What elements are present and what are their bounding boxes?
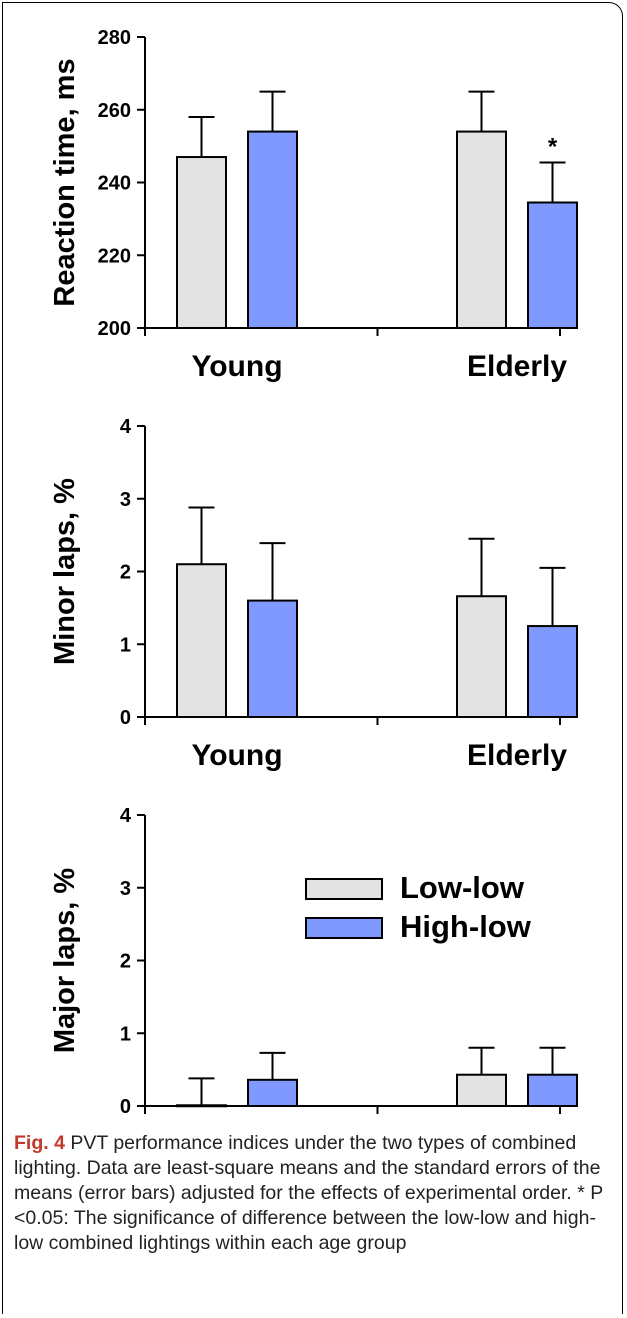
legend-swatch xyxy=(305,878,383,900)
bar-low-low-elderly xyxy=(456,130,507,329)
bar-high-low-young xyxy=(247,130,298,329)
y-tick-label: 280 xyxy=(98,27,131,49)
x-category-label: Young xyxy=(191,1128,282,1130)
bar-low-low-elderly xyxy=(456,1073,507,1108)
y-axis-title: Major laps, % xyxy=(49,868,81,1054)
legend-label: High-low xyxy=(400,909,532,944)
x-category-label: Elderly xyxy=(467,1128,567,1130)
y-tick-label: 0 xyxy=(120,707,131,729)
legend-label: Low-low xyxy=(400,870,525,905)
y-tick-label: 1 xyxy=(120,634,131,656)
bar-low-low-young xyxy=(176,156,227,329)
figure-caption: Fig. 4 PVT performance indices under the… xyxy=(14,1131,614,1256)
y-tick-label: 4 xyxy=(120,805,132,827)
bar-high-low-elderly xyxy=(527,201,578,330)
y-axis-title: Reaction time, ms xyxy=(49,58,81,306)
y-tick-label: 0 xyxy=(120,1096,131,1118)
x-category-label: Young xyxy=(191,739,282,772)
y-tick-label: 220 xyxy=(98,245,131,267)
bar-high-low-young xyxy=(247,1078,298,1108)
bar-low-low-young xyxy=(176,563,227,718)
y-axis-title: Minor laps, % xyxy=(49,478,81,665)
x-category-label: Young xyxy=(191,350,282,383)
y-tick-label: 3 xyxy=(120,489,131,511)
caption-text: PVT performance indices under the two ty… xyxy=(14,1132,603,1254)
x-category-label: Elderly xyxy=(467,350,567,383)
y-tick-label: 2 xyxy=(120,562,131,584)
caption-label: Fig. 4 xyxy=(14,1132,65,1154)
y-tick-label: 260 xyxy=(98,100,131,122)
y-tick-label: 2 xyxy=(120,951,131,973)
bar-high-low-elderly xyxy=(527,625,578,718)
bar-low-low-young xyxy=(176,1104,227,1108)
bar-high-low-elderly xyxy=(527,1073,578,1108)
y-tick-label: 200 xyxy=(98,318,131,340)
legend-swatch xyxy=(305,917,383,939)
bar-high-low-young xyxy=(247,599,298,718)
bar-low-low-elderly xyxy=(456,595,507,718)
x-category-label: Elderly xyxy=(467,739,567,772)
y-tick-label: 240 xyxy=(98,173,131,195)
y-tick-label: 1 xyxy=(120,1023,131,1045)
y-tick-label: 3 xyxy=(120,878,131,900)
y-tick-label: 4 xyxy=(120,416,132,438)
significance-marker: * xyxy=(548,133,558,160)
